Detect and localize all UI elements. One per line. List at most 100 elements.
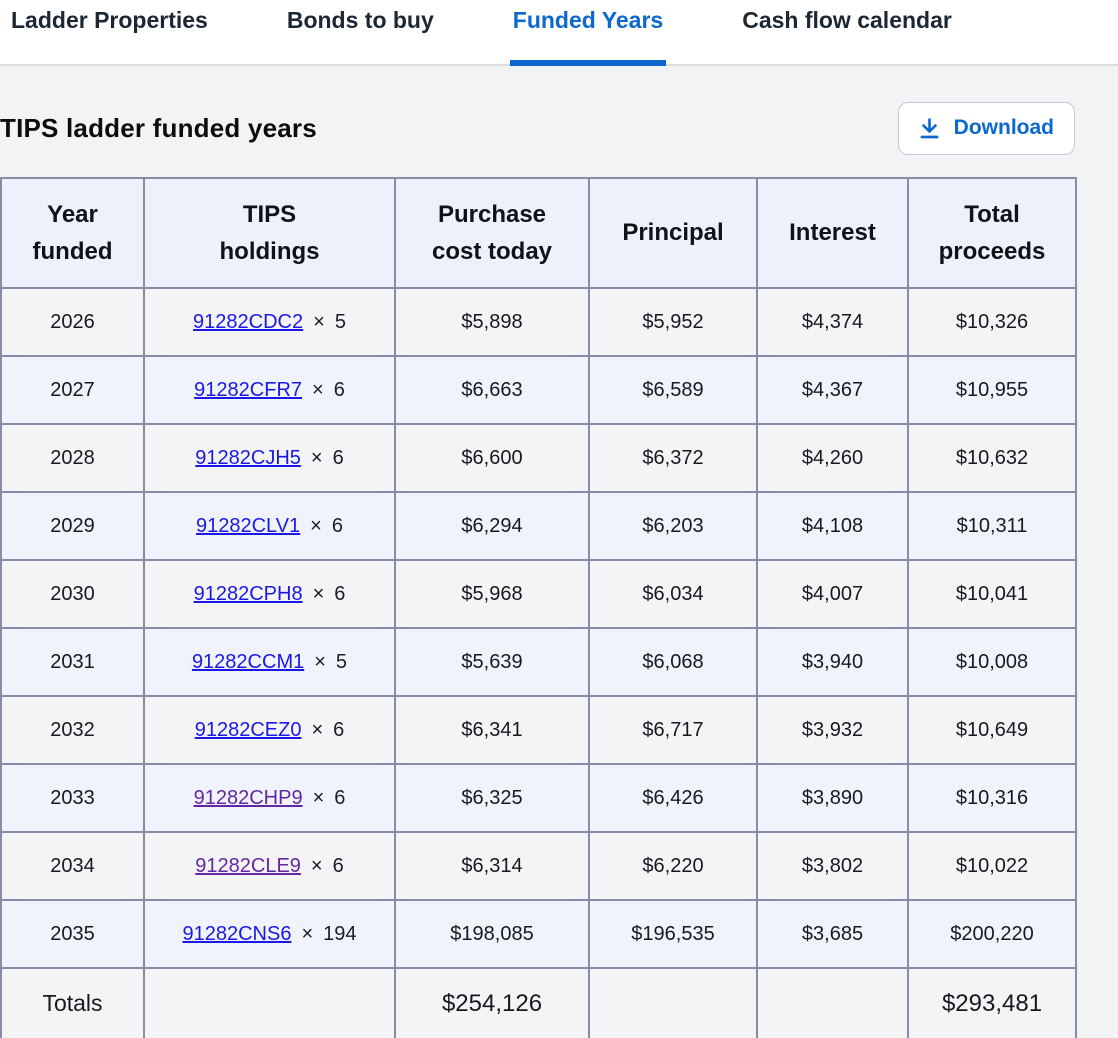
- year-funded-cell: 2030: [0, 559, 145, 629]
- principal-cell: $6,203: [588, 491, 758, 561]
- holding-group: 91282CJH5 × 6: [195, 447, 343, 470]
- year-funded-cell: 2033: [0, 763, 145, 833]
- tips-holdings-cell: 91282CDC2 × 5: [143, 287, 396, 357]
- table-body: 2026 91282CDC2 × 5 $5,898 $5,952 $4,374 $10,326…: [0, 287, 1077, 1038]
- quantity-value: 6: [334, 786, 346, 809]
- cusip-link[interactable]: 91282CFR7: [194, 378, 303, 401]
- column-header: Interest: [756, 177, 909, 289]
- totals-interest-cell: [756, 967, 909, 1038]
- header-row: Year funded TIPS holdings Purchase cost to…: [0, 177, 1077, 289]
- holding-group: 91282CLE9 × 6: [195, 855, 343, 878]
- totals-row: Totals $254,126 $293,481: [0, 967, 1077, 1038]
- total-proceeds-cell: $10,326: [907, 287, 1077, 357]
- total-proceeds-cell: $10,008: [907, 627, 1077, 697]
- tab-bar: Ladder Properties Bonds to buy Funded Year…: [0, 0, 1118, 66]
- principal-cell: $6,034: [588, 559, 758, 629]
- holding-group: 91282CFR7 × 6: [194, 379, 345, 402]
- tips-holdings-cell: 91282CHP9 × 6: [143, 763, 396, 833]
- quantity-value: 6: [333, 378, 345, 401]
- main-content: TIPS ladder funded years Download Year f…: [0, 99, 1118, 1038]
- totals-purchase-cell: $254,126: [394, 967, 590, 1038]
- year-funded-cell: 2029: [0, 491, 145, 561]
- interest-cell: $4,367: [756, 355, 909, 425]
- table-row: 2029 91282CLV1 × 6 $6,294 $6,203 $4,108 $10,311: [0, 491, 1077, 561]
- purchase-cost-cell: $5,898: [394, 287, 590, 357]
- purchase-cost-cell: $6,341: [394, 695, 590, 765]
- table-row: 2033 91282CHP9 × 6 $6,325 $6,426 $3,890 $10,316: [0, 763, 1077, 833]
- cusip-link[interactable]: 91282CEZ0: [194, 718, 302, 741]
- download-button-label: Download: [953, 116, 1054, 139]
- purchase-cost-cell: $6,663: [394, 355, 590, 425]
- principal-cell: $6,717: [588, 695, 758, 765]
- cusip-link[interactable]: 91282CNS6: [182, 922, 292, 945]
- holding-group: 91282CDC2 × 5: [193, 311, 346, 334]
- interest-cell: $3,685: [756, 899, 909, 969]
- purchase-cost-cell: $6,325: [394, 763, 590, 833]
- principal-cell: $6,426: [588, 763, 758, 833]
- section-header: TIPS ladder funded years Download: [0, 99, 1075, 157]
- interest-cell: $4,108: [756, 491, 909, 561]
- multiply-sign: ×: [311, 718, 324, 741]
- year-funded-cell: 2034: [0, 831, 145, 901]
- cusip-link[interactable]: 91282CLE9: [195, 854, 301, 877]
- cusip-link[interactable]: 91282CHP9: [193, 786, 303, 809]
- cusip-link[interactable]: 91282CLV1: [196, 514, 301, 537]
- total-proceeds-cell: $10,316: [907, 763, 1077, 833]
- table-row: 2034 91282CLE9 × 6 $6,314 $6,220 $3,802 $10,022: [0, 831, 1077, 901]
- multiply-sign: ×: [301, 922, 314, 945]
- tab-bonds-to-buy[interactable]: Bonds to buy: [286, 7, 434, 33]
- interest-cell: $4,374: [756, 287, 909, 357]
- column-header: Principal: [588, 177, 758, 289]
- table-row: 2026 91282CDC2 × 5 $5,898 $5,952 $4,374 $10,326: [0, 287, 1077, 357]
- table-row: 2032 91282CEZ0 × 6 $6,341 $6,717 $3,932 $10,649: [0, 695, 1077, 765]
- download-button[interactable]: Download: [897, 101, 1075, 155]
- principal-cell: $6,220: [588, 831, 758, 901]
- holding-group: 91282CEZ0 × 6: [195, 719, 345, 742]
- multiply-sign: ×: [312, 786, 325, 809]
- interest-cell: $3,940: [756, 627, 909, 697]
- year-funded-cell: 2028: [0, 423, 145, 493]
- table-row: 2028 91282CJH5 × 6 $6,600 $6,372 $4,260 $10,632: [0, 423, 1077, 493]
- holding-group: 91282CHP9 × 6: [194, 787, 346, 810]
- tips-holdings-cell: 91282CNS6 × 194: [143, 899, 396, 969]
- totals-principal-cell: [588, 967, 758, 1038]
- multiply-sign: ×: [310, 514, 322, 537]
- funded-years-table: Year funded TIPS holdings Purchase cost to…: [0, 177, 1077, 1038]
- holding-group: 91282CNS6 × 194: [182, 923, 356, 946]
- quantity-value: 194: [323, 922, 357, 945]
- tab-cash-flow-calendar[interactable]: Cash flow calendar: [742, 7, 952, 33]
- purchase-cost-cell: $6,600: [394, 423, 590, 493]
- table-row: 2031 91282CCM1 × 5 $5,639 $6,068 $3,940 $10,008: [0, 627, 1077, 697]
- tips-holdings-cell: 91282CLE9 × 6: [143, 831, 396, 901]
- interest-cell: $3,802: [756, 831, 909, 901]
- cusip-link[interactable]: 91282CDC2: [193, 310, 304, 333]
- multiply-sign: ×: [314, 650, 326, 673]
- principal-cell: $6,068: [588, 627, 758, 697]
- cusip-link[interactable]: 91282CJH5: [195, 446, 301, 469]
- principal-cell: $6,372: [588, 423, 758, 493]
- quantity-value: 6: [331, 514, 343, 537]
- tab-funded-years[interactable]: Funded Years: [509, 0, 667, 66]
- cusip-link[interactable]: 91282CPH8: [193, 582, 303, 605]
- total-proceeds-cell: $10,311: [907, 491, 1077, 561]
- multiply-sign: ×: [312, 378, 324, 401]
- quantity-value: 5: [334, 310, 346, 333]
- page-title: TIPS ladder funded years: [0, 112, 317, 143]
- principal-cell: $5,952: [588, 287, 758, 357]
- column-header: Year funded: [0, 177, 145, 289]
- totals-label-cell: Totals: [0, 967, 145, 1038]
- multiply-sign: ×: [310, 446, 323, 469]
- tips-holdings-cell: 91282CLV1 × 6: [143, 491, 396, 561]
- total-proceeds-cell: $10,632: [907, 423, 1077, 493]
- quantity-value: 6: [332, 854, 344, 877]
- column-header: Total proceeds: [907, 177, 1077, 289]
- tab-ladder-properties[interactable]: Ladder Properties: [11, 7, 208, 33]
- totals-holdings-cell: [143, 967, 396, 1038]
- table-header: Year funded TIPS holdings Purchase cost to…: [0, 177, 1077, 289]
- purchase-cost-cell: $198,085: [394, 899, 590, 969]
- year-funded-cell: 2027: [0, 355, 145, 425]
- cusip-link[interactable]: 91282CCM1: [191, 650, 305, 673]
- purchase-cost-cell: $5,968: [394, 559, 590, 629]
- column-header: TIPS holdings: [143, 177, 396, 289]
- tips-holdings-cell: 91282CFR7 × 6: [143, 355, 396, 425]
